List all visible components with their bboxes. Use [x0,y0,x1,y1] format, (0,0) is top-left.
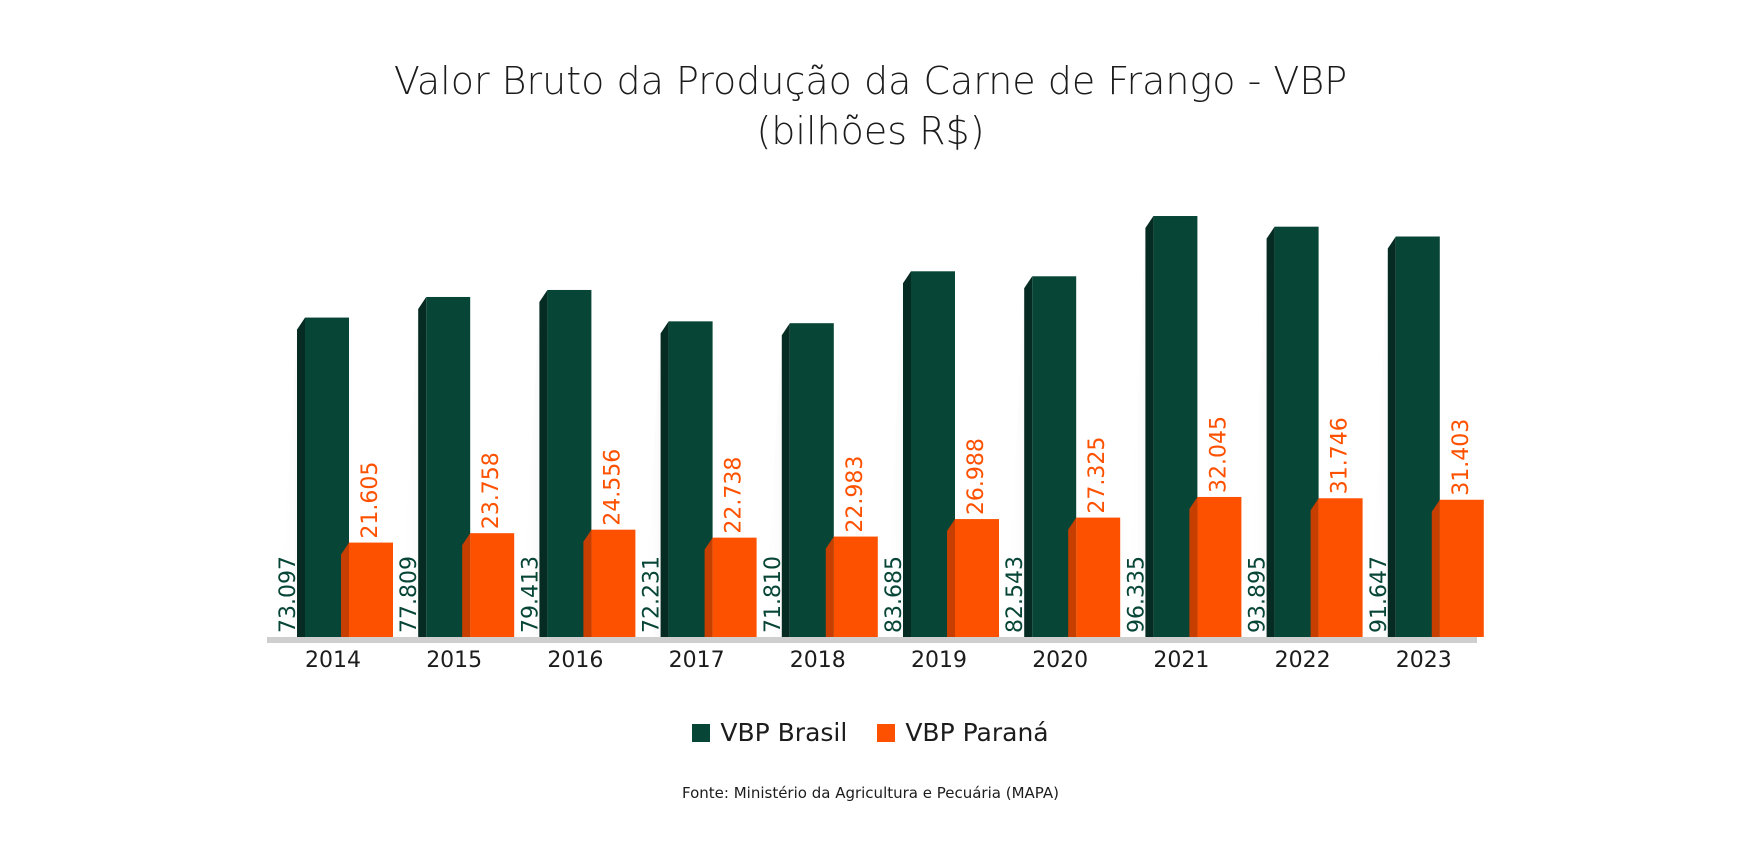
bar-side-parana-2018 [825,536,834,637]
legend-item-parana: VBP Paraná [877,718,1049,747]
value-label-brasil-2019: 83.685 [882,556,907,633]
x-tick-label-2022: 2022 [1275,648,1331,673]
value-label-brasil-2018: 71.810 [761,556,786,633]
bar-side-parana-2021 [1189,496,1198,637]
bar-side-parana-2023 [1431,499,1440,637]
baseline [267,637,1477,643]
value-label-brasil-2021: 96.335 [1124,556,1149,633]
value-label-parana-2018: 22.983 [843,456,868,533]
bar-parana-2019 [955,519,999,637]
bar-side-parana-2016 [583,529,592,637]
bar-parana-2014 [349,542,393,637]
bar-parana-2018 [833,536,878,637]
x-tick-label-2015: 2015 [426,648,482,673]
legend: VBP Brasil VBP Paraná [0,718,1741,747]
x-tick-label-2018: 2018 [790,648,846,673]
x-tick-label-2019: 2019 [911,648,967,673]
bar-parana-2017 [712,537,757,637]
bar-side-brasil-2017 [660,321,669,637]
bar-side-parana-2020 [1068,517,1077,637]
x-tick-label-2016: 2016 [547,648,603,673]
bar-side-brasil-2014 [297,317,305,637]
bar-parana-2021 [1197,496,1242,637]
labels-group: 73.097 21.605 2014 77.809 23.758 2015 79.413 24… [276,416,1474,673]
bar-side-brasil-2016 [539,289,548,637]
bar-side-parana-2017 [704,537,713,637]
bar-side-parana-2022 [1310,498,1319,637]
bar-side-brasil-2023 [1387,236,1396,637]
bars-group [279,216,1484,638]
chart-title-line-2: (bilhões R$) [756,109,985,153]
value-label-parana-2016: 24.556 [600,449,625,526]
value-label-parana-2014: 21.605 [358,462,383,539]
bar-side-parana-2019 [947,519,955,637]
bar-parana-2023 [1439,499,1484,637]
value-label-brasil-2023: 91.647 [1367,556,1392,633]
chart-title-line-1: Valor Bruto da Produção da Carne de Fran… [393,59,1348,103]
bar-side-parana-2015 [462,533,471,637]
x-tick-label-2017: 2017 [669,648,725,673]
x-tick-label-2014: 2014 [305,648,361,673]
bar-parana-2022 [1318,498,1363,637]
legend-item-brasil: VBP Brasil [692,718,847,747]
x-tick-label-2020: 2020 [1032,648,1088,673]
bar-side-brasil-2019 [903,271,911,637]
value-label-parana-2023: 31.403 [1449,419,1474,496]
bar-parana-2015 [470,533,515,637]
bar-side-brasil-2018 [781,323,790,637]
bar-parana-2020 [1076,517,1121,637]
value-label-brasil-2015: 77.809 [397,556,422,633]
legend-swatch-parana [877,723,896,742]
value-label-parana-2017: 22.738 [722,457,747,534]
source-note: Fonte: Ministério da Agricultura e Pecuá… [682,784,1059,802]
bar-side-brasil-2020 [1024,276,1033,637]
value-label-parana-2015: 23.758 [479,452,504,529]
bar-side-parana-2014 [341,542,349,637]
bar-side-brasil-2022 [1266,226,1275,638]
value-label-brasil-2014: 73.097 [276,556,301,633]
value-label-parana-2019: 26.988 [964,438,989,515]
value-label-parana-2020: 27.325 [1085,437,1110,514]
bar-parana-2016 [591,529,636,637]
bar-side-brasil-2021 [1145,216,1154,637]
value-label-brasil-2020: 82.543 [1003,556,1028,633]
chart-title: Valor Bruto da Produção da Carne de Fran… [0,56,1741,156]
value-label-parana-2022: 31.746 [1328,417,1353,494]
x-tick-label-2023: 2023 [1396,648,1452,673]
legend-swatch-brasil [692,723,711,742]
value-label-brasil-2016: 79.413 [518,556,543,633]
legend-label-brasil: VBP Brasil [720,718,848,747]
value-label-brasil-2022: 93.895 [1246,556,1271,633]
x-tick-label-2021: 2021 [1153,648,1209,673]
value-label-brasil-2017: 72.231 [640,556,665,633]
legend-label-parana: VBP Paraná [905,718,1049,747]
value-label-parana-2021: 32.045 [1206,416,1231,493]
bar-side-brasil-2015 [418,296,427,637]
